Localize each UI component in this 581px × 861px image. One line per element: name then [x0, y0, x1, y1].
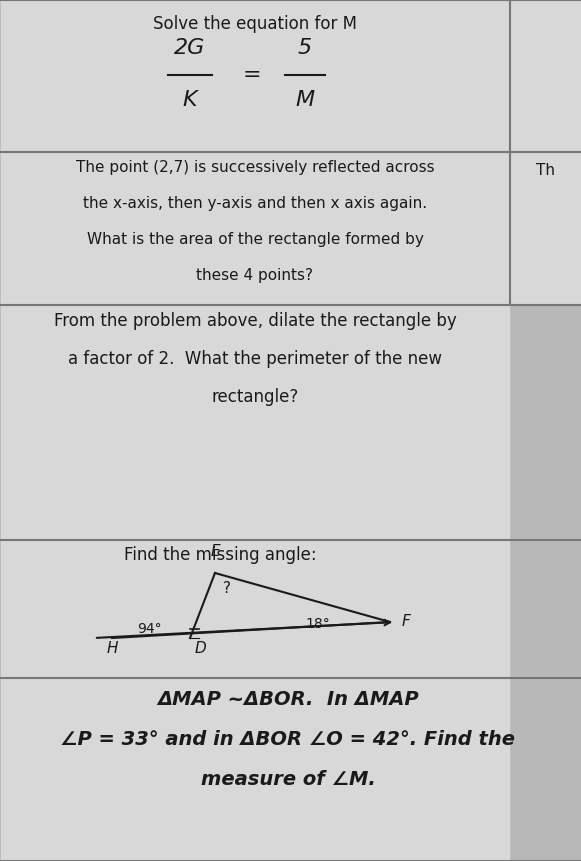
Text: rectangle?: rectangle? [211, 388, 299, 406]
Text: ?: ? [223, 581, 231, 596]
Bar [1, 679, 509, 860]
Text: ΔMAP ~ΔBOR.  In ΔMAP: ΔMAP ~ΔBOR. In ΔMAP [157, 690, 419, 709]
Text: 94°: 94° [137, 622, 162, 636]
Text: The point (2,7) is successively reflected across: The point (2,7) is successively reflecte… [76, 160, 435, 175]
Bar [1, 541, 509, 677]
Bar [1, 306, 509, 539]
Text: a factor of 2.  What the perimeter of the new: a factor of 2. What the perimeter of the… [68, 350, 442, 368]
Text: F: F [402, 615, 411, 629]
Text: ∠P = 33° and in ΔBOR ∠O = 42°. Find the: ∠P = 33° and in ΔBOR ∠O = 42°. Find the [60, 730, 515, 749]
Text: Find the missing angle:: Find the missing angle: [124, 546, 316, 564]
Bar [511, 1, 580, 151]
Text: From the problem above, dilate the rectangle by: From the problem above, dilate the recta… [53, 312, 456, 330]
Text: E: E [210, 544, 220, 559]
Text: Th: Th [536, 163, 554, 178]
Text: M: M [295, 90, 315, 110]
Bar [511, 153, 580, 304]
Text: Solve the equation for M: Solve the equation for M [153, 15, 357, 33]
Bar [1, 153, 509, 304]
Text: =: = [243, 65, 261, 85]
Text: measure of ∠M.: measure of ∠M. [200, 770, 375, 789]
Text: these 4 points?: these 4 points? [196, 268, 314, 283]
Text: What is the area of the rectangle formed by: What is the area of the rectangle formed… [87, 232, 424, 247]
Text: H: H [106, 641, 118, 656]
Text: K: K [182, 90, 198, 110]
Bar [1, 1, 509, 151]
Text: 18°: 18° [305, 617, 330, 631]
Text: the x-axis, then y-axis and then x axis again.: the x-axis, then y-axis and then x axis … [83, 196, 427, 211]
Text: 2G: 2G [174, 38, 206, 58]
Text: D: D [195, 641, 207, 656]
Text: 5: 5 [298, 38, 312, 58]
